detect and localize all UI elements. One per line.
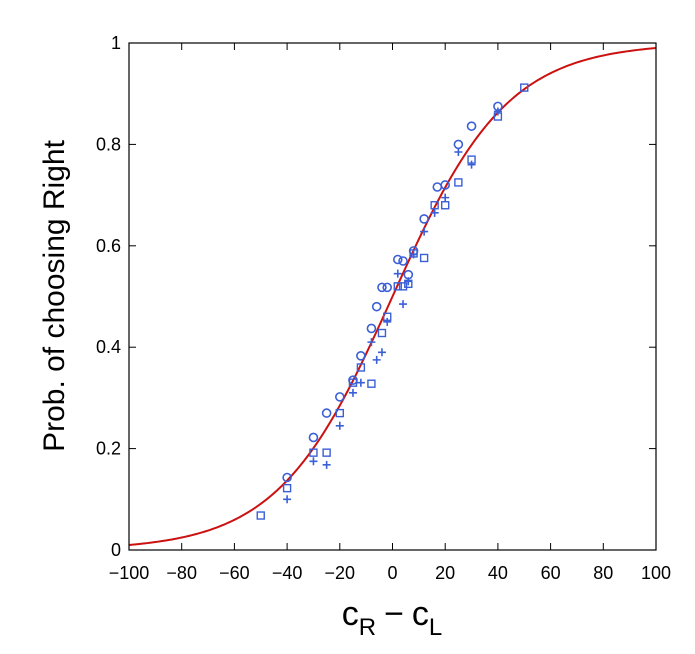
x-tick-label: 20: [435, 563, 455, 583]
x-axis-label: cR − cL: [342, 595, 443, 641]
tick-layer: −100 −80 −60 −40 −20 0 20 40 60 80 100 0 0.2 0.4 0.6 0.…: [96, 33, 671, 583]
fit-curve-line: [128, 47, 657, 546]
data-point-circle: [419, 214, 429, 224]
data-point-circle: [371, 301, 382, 312]
data-point-square: [282, 483, 292, 493]
data-point-plus: [322, 460, 331, 469]
data-point-plus: [399, 300, 408, 309]
x-label-sub-l: L: [429, 614, 442, 641]
data-point-square: [393, 282, 402, 291]
data-point-plus: [367, 338, 376, 347]
x-tick-label: −20: [325, 563, 356, 583]
data-point-circle: [392, 254, 403, 265]
data-point-square: [367, 379, 376, 388]
y-tick-label: 1: [111, 33, 121, 53]
data-point-circle: [382, 282, 393, 293]
data-point-plus: [356, 378, 365, 387]
fit-curve-layer: [128, 47, 657, 546]
data-point-plus: [409, 250, 418, 259]
x-tick-label: 80: [593, 563, 613, 583]
data-point-circle: [356, 351, 366, 361]
data-point-plus: [430, 208, 439, 217]
data-point-circle: [321, 408, 332, 418]
data-point-circle: [334, 392, 345, 402]
y-tick-label: 0.8: [96, 134, 121, 154]
data-point-plus: [377, 348, 386, 357]
data-point-square: [454, 178, 463, 187]
data-point-plus: [335, 421, 344, 430]
data-point-square: [256, 511, 265, 520]
data-point-square: [377, 328, 387, 338]
x-tick-label: 40: [488, 563, 508, 583]
y-tick-label: 0.2: [96, 439, 121, 459]
data-point-square: [520, 83, 529, 92]
data-point-plus: [393, 269, 402, 278]
x-tick-label: −100: [109, 563, 150, 583]
x-tick-label: 100: [641, 563, 671, 583]
data-point-plus: [348, 388, 357, 397]
data-point-plus: [372, 355, 381, 364]
data-point-square: [430, 201, 439, 210]
plot-area: [128, 47, 657, 546]
y-tick-label: 0.4: [96, 337, 121, 357]
data-point-square: [322, 448, 331, 457]
data-point-circle: [308, 432, 319, 443]
x-tick-label: −80: [166, 563, 197, 583]
x-tick-label: 0: [387, 563, 397, 583]
x-tick-label: 60: [541, 563, 561, 583]
x-label-minus: −: [384, 595, 404, 633]
data-point-plus: [309, 457, 318, 466]
x-tick-label: −40: [272, 563, 303, 583]
data-point-plus: [404, 277, 413, 286]
y-tick-label: 0.6: [96, 236, 121, 256]
x-label-c2: c: [412, 595, 429, 633]
data-point-square: [348, 378, 358, 387]
data-point-plus: [467, 160, 476, 169]
data-point-plus: [420, 227, 429, 236]
data-point-square: [309, 448, 318, 457]
data-point-plus: [493, 107, 502, 116]
data-point-circle: [366, 323, 377, 334]
data-point-plus: [283, 495, 292, 504]
marker-layer: [256, 83, 529, 520]
x-label-c1: c: [342, 595, 359, 633]
data-point-plus: [441, 193, 450, 202]
x-label-sub-r: R: [359, 614, 376, 641]
data-point-plus: [383, 317, 392, 326]
data-point-circle: [440, 180, 451, 190]
data-point-plus: [454, 148, 463, 157]
data-point-square: [356, 363, 366, 372]
y-tick-label: 0: [111, 540, 121, 560]
data-point-circle: [282, 472, 292, 483]
data-point-circle: [466, 121, 477, 131]
y-axis-label: Prob. of choosing Right: [38, 139, 71, 452]
data-point-circle: [398, 256, 408, 266]
data-point-square: [398, 282, 408, 291]
data-point-circle: [377, 282, 387, 293]
data-point-square: [441, 201, 450, 210]
x-tick-label: −60: [219, 563, 250, 583]
data-point-square: [419, 253, 429, 263]
data-point-square: [335, 408, 344, 418]
